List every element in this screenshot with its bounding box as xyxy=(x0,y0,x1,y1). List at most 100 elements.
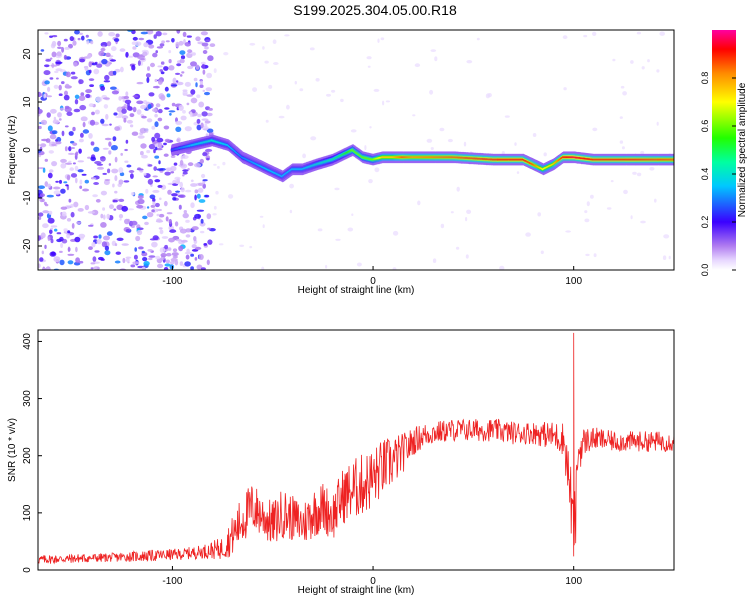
noise-blob xyxy=(168,237,175,243)
noise-blob xyxy=(136,204,144,209)
noise-blob xyxy=(176,30,181,34)
noise-blob xyxy=(121,106,126,110)
noise-blob xyxy=(65,184,69,187)
noise-blob xyxy=(50,227,54,230)
noise-blob xyxy=(143,42,149,48)
noise-blob xyxy=(185,189,192,193)
noise-blob xyxy=(215,190,219,195)
noise-blob xyxy=(176,137,181,143)
noise-blob xyxy=(184,261,191,267)
noise-blob xyxy=(75,257,80,264)
noise-blob xyxy=(70,204,74,208)
noise-blob xyxy=(331,89,336,93)
noise-blob xyxy=(115,115,123,119)
noise-blob xyxy=(149,194,156,200)
noise-blob xyxy=(152,52,158,58)
snr-y-label: SNR (10 * v/v) xyxy=(7,418,18,482)
noise-blob xyxy=(184,126,192,132)
noise-blob xyxy=(174,72,181,75)
noise-blob xyxy=(70,147,76,149)
noise-blob xyxy=(249,42,256,46)
noise-blob xyxy=(41,138,49,142)
y-tick-label: -20 xyxy=(22,238,33,253)
noise-blob xyxy=(179,228,187,234)
noise-blob xyxy=(158,213,165,218)
noise-blob xyxy=(632,171,637,175)
noise-blob xyxy=(265,119,269,123)
noise-blob xyxy=(516,171,520,174)
noise-blob xyxy=(465,217,468,222)
noise-blob xyxy=(130,173,134,179)
noise-blob xyxy=(59,236,64,242)
noise-blob xyxy=(164,86,169,92)
noise-blob xyxy=(54,70,59,74)
noise-blob xyxy=(111,168,119,174)
noise-blob xyxy=(125,256,132,259)
x-tick-label: 0 xyxy=(370,276,376,287)
noise-blob xyxy=(178,245,184,252)
noise-blob xyxy=(112,199,118,203)
noise-blob xyxy=(171,38,175,43)
noise-blob xyxy=(159,229,164,235)
noise-blob xyxy=(186,94,194,97)
noise-blob xyxy=(60,188,66,194)
noise-blob xyxy=(175,190,181,193)
noise-blob xyxy=(103,179,110,186)
noise-blob xyxy=(213,205,217,210)
noise-blob xyxy=(532,133,537,137)
noise-blob xyxy=(129,124,134,128)
noise-blob xyxy=(127,55,134,58)
noise-blob xyxy=(153,34,157,39)
noise-blob xyxy=(63,228,68,232)
noise-blob xyxy=(43,70,51,76)
noise-blob xyxy=(592,31,597,36)
noise-blob xyxy=(178,104,184,111)
noise-blob xyxy=(141,154,148,159)
noise-blob xyxy=(200,230,205,234)
noise-blob xyxy=(170,155,176,159)
noise-blob xyxy=(168,65,175,71)
noise-blob xyxy=(87,211,95,214)
noise-blob xyxy=(289,183,294,189)
noise-blob xyxy=(184,42,191,47)
noise-blob xyxy=(88,78,95,81)
noise-blob xyxy=(94,161,102,165)
noise-blob xyxy=(38,125,42,130)
noise-blob xyxy=(565,230,571,233)
noise-blob xyxy=(108,32,116,37)
noise-blob xyxy=(132,106,137,113)
noise-blob xyxy=(621,146,625,150)
y-tick-label: 400 xyxy=(22,333,33,350)
noise-blob xyxy=(202,89,206,92)
noise-blob xyxy=(38,212,44,217)
noise-blob xyxy=(79,58,85,63)
noise-blob xyxy=(108,150,112,155)
noise-blob xyxy=(202,69,206,75)
noise-blob xyxy=(499,265,505,270)
noise-blob xyxy=(189,111,193,118)
noise-blob xyxy=(118,179,124,185)
noise-blob xyxy=(374,167,380,173)
noise-blob xyxy=(447,138,453,143)
noise-blob xyxy=(309,47,315,51)
noise-blob xyxy=(91,241,96,248)
noise-blob xyxy=(104,137,112,141)
noise-blob xyxy=(114,190,118,194)
noise-blob xyxy=(160,253,167,258)
noise-blob xyxy=(136,81,144,85)
noise-blob xyxy=(195,82,198,88)
noise-blob xyxy=(121,108,127,114)
noise-blob xyxy=(70,173,78,178)
noise-blob xyxy=(203,243,208,246)
noise-blob xyxy=(136,109,142,115)
noise-blob xyxy=(196,94,201,99)
chart-title: S199.2025.304.05.00.R18 xyxy=(293,2,457,18)
noise-blob xyxy=(392,230,399,236)
noise-blob xyxy=(123,180,130,183)
noise-blob xyxy=(103,214,106,220)
noise-blob xyxy=(142,51,148,57)
noise-blob xyxy=(77,37,81,41)
noise-blob xyxy=(171,193,178,197)
noise-blob xyxy=(166,212,173,215)
noise-blob xyxy=(169,112,172,116)
